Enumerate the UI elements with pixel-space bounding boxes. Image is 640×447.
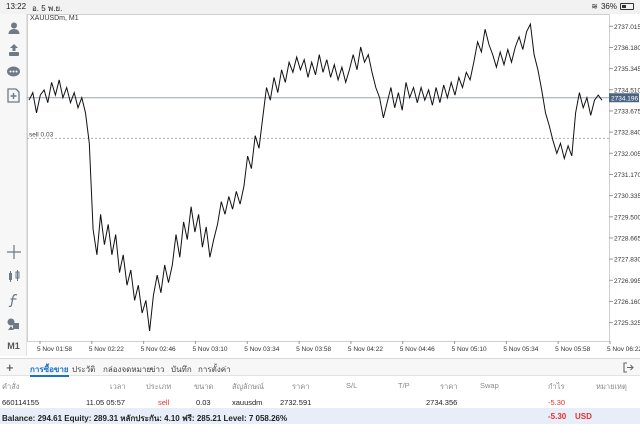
header-type: ประเภท — [146, 382, 172, 391]
left-toolbar: M1 — [0, 14, 27, 356]
order-number: 660114155 — [2, 398, 39, 407]
tab-history[interactable]: ประวัติ — [72, 365, 96, 374]
order-price: 2732.591 — [280, 398, 312, 407]
header-tp: T/P — [398, 381, 410, 390]
x-tick-label: 5 Nov 05:34 — [503, 346, 538, 353]
price-series-line — [28, 22, 603, 331]
exit-icon[interactable] — [623, 362, 634, 376]
bottom-tab-bar: + การซื้อขาย ประวัติ กล่องจดหมาย ข่าว บั… — [0, 358, 640, 377]
y-tick-label: 2734.510 — [614, 87, 640, 94]
y-tick-label: 2726.995 — [614, 278, 640, 285]
order-size: 0.03 — [196, 398, 211, 407]
y-tick-label: 2728.665 — [614, 235, 640, 242]
y-tick-label: 2729.500 — [614, 214, 640, 221]
status-time: 13:22 — [6, 2, 27, 11]
price-chart[interactable]: 2737.015 2736.180 2735.345 2734.510 2733.675… — [27, 14, 640, 356]
header-sl: S/L — [346, 381, 358, 390]
order-symbol: xauusdm — [232, 398, 263, 407]
tab-settings[interactable]: การตั้งค่า — [198, 365, 231, 374]
x-tick-label: 5 Nov 03:10 — [192, 346, 227, 353]
y-tick-label: 2737.015 — [614, 24, 640, 31]
y-tick-label: 2727.830 — [614, 257, 640, 264]
x-tick-label: 5 Nov 04:22 — [348, 346, 383, 353]
x-tick-label: 5 Nov 05:10 — [452, 346, 487, 353]
x-tick-label: 5 Nov 02:22 — [89, 346, 124, 353]
header-order: คำสั่ง — [2, 382, 20, 391]
timeframe-button[interactable]: M1 — [7, 340, 20, 351]
y-tick-label: 2733.675 — [614, 108, 640, 115]
new-order-icon[interactable] — [4, 86, 23, 105]
battery-percent: 36% — [600, 2, 617, 11]
tab-trade[interactable]: การซื้อขาย — [30, 365, 69, 377]
header-comment: หมายเหตุ — [596, 382, 627, 391]
y-tick-label: 2731.170 — [614, 172, 640, 179]
function-icon[interactable] — [4, 290, 23, 309]
chart-title: XAUUSDm, M1 — [30, 15, 79, 22]
profile-icon[interactable] — [4, 18, 23, 37]
y-tick-label: 2725.325 — [614, 320, 640, 327]
x-tick-label: 5 Nov 02:46 — [141, 346, 176, 353]
y-tick-label: 2736.180 — [614, 45, 640, 52]
x-tick-label: 5 Nov 04:46 — [400, 346, 435, 353]
chat-icon[interactable] — [4, 62, 23, 81]
y-tick-label: 2730.335 — [614, 193, 640, 200]
header-profit: กำไร — [548, 382, 565, 391]
x-tick-label: 5 Nov 03:58 — [296, 346, 331, 353]
current-price-label: 2734.196 — [611, 95, 638, 102]
header-current-price: ราคา — [440, 382, 458, 391]
sell-line-label: sell 0.03 — [29, 131, 54, 138]
order-time: 11.05 05:57 — [86, 398, 126, 407]
x-tick-label: 5 Nov 06:22 — [607, 346, 640, 353]
table-header: คำสั่ง เวลา ประเภท ขนาด สัญลักษณ์ ราคา S… — [0, 377, 640, 393]
order-type: sell — [158, 398, 170, 407]
tab-mailbox[interactable]: กล่องจดหมาย — [103, 365, 152, 374]
crosshair-icon[interactable] — [4, 242, 23, 261]
tab-news[interactable]: ข่าว — [150, 365, 165, 374]
balance-summary: Balance: 294.61 Equity: 289.31 หลักประกั… — [2, 414, 288, 423]
plot-border — [27, 14, 610, 342]
tab-journal[interactable]: บันทึก — [171, 365, 192, 374]
x-tick-label: 5 Nov 03:34 — [244, 346, 279, 353]
x-tick-label: 5 Nov 05:58 — [555, 346, 590, 353]
balance-bar: Balance: 294.61 Equity: 289.31 หลักประกั… — [0, 408, 640, 424]
y-tick-label: 2732.840 — [614, 130, 640, 137]
chart-canvas: 2737.015 2736.180 2735.345 2734.510 2733.675… — [27, 14, 640, 353]
table-row[interactable]: 660114155 11.05 05:57 sell 0.03 xauusdm … — [0, 394, 640, 410]
status-right: ≋ 36% — [591, 2, 634, 11]
trade-icon[interactable] — [4, 40, 23, 59]
header-swap: Swap — [480, 381, 499, 390]
header-time: เวลา — [110, 382, 126, 391]
wifi-icon: ≋ — [591, 2, 598, 11]
y-tick-label: 2732.005 — [614, 151, 640, 158]
profit-currency: USD — [575, 412, 592, 421]
total-profit: -5.30 — [548, 412, 567, 421]
y-tick-label: 2726.160 — [614, 299, 640, 306]
objects-icon[interactable] — [4, 314, 23, 333]
header-symbol: สัญลักษณ์ — [232, 382, 265, 391]
y-tick-label: 2735.345 — [614, 66, 640, 73]
add-icon[interactable]: + — [6, 360, 14, 375]
order-current-price: 2734.356 — [426, 398, 458, 407]
indicators-icon[interactable] — [4, 266, 23, 285]
status-date: อ. 5 พ.ย. — [32, 4, 63, 13]
order-profit: -5.30 — [548, 398, 566, 407]
header-price: ราคา — [292, 382, 310, 391]
battery-icon — [620, 3, 634, 10]
header-size: ขนาด — [194, 382, 214, 391]
current-price-tag — [609, 93, 639, 103]
status-bar: 13:22 อ. 5 พ.ย. ≋ 36% — [0, 0, 640, 14]
x-tick-label: 5 Nov 01:58 — [37, 346, 72, 353]
